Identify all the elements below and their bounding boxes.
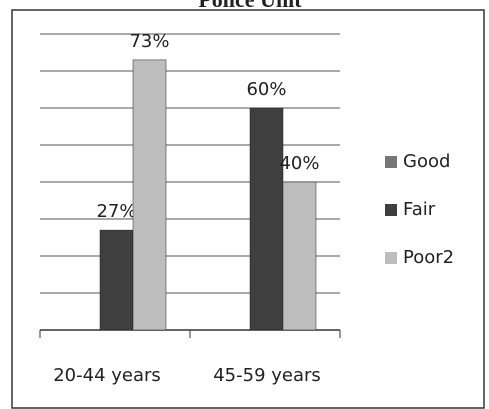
data-label: 73%	[129, 31, 169, 52]
bar	[249, 107, 284, 331]
chart-border	[11, 9, 485, 409]
legend-swatch	[385, 204, 397, 216]
legend-label: Poor2	[403, 247, 454, 268]
x-tick-label: 20-44 years	[53, 365, 161, 386]
legend-swatch	[385, 252, 397, 264]
legend-label: Good	[403, 151, 450, 172]
bar	[132, 59, 167, 331]
bar	[99, 229, 134, 331]
x-tick-label: 45-59 years	[213, 365, 321, 386]
bar	[282, 181, 317, 331]
data-label: 40%	[279, 153, 319, 174]
chart-title: Police Unit	[198, 0, 302, 12]
data-label: 60%	[246, 79, 286, 100]
data-label: 27%	[96, 201, 136, 222]
legend-swatch	[385, 156, 397, 168]
legend-label: Fair	[403, 199, 436, 220]
